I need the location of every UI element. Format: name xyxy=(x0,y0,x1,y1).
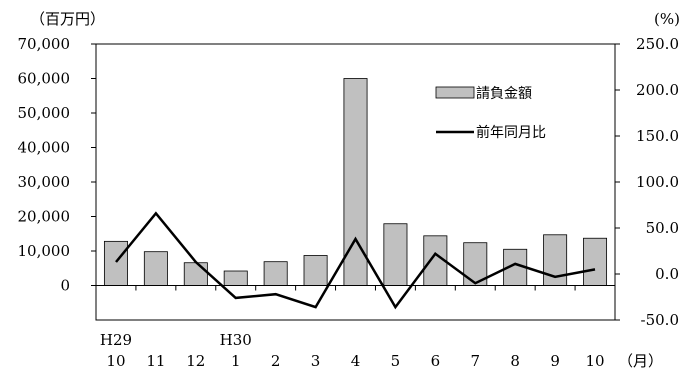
x-tick-label: 2 xyxy=(271,352,281,370)
bar-4 xyxy=(223,270,248,286)
left-tick-label: 20,000 xyxy=(18,208,71,226)
bar-3 xyxy=(183,262,208,286)
right-tick-label: 150.0 xyxy=(636,127,679,145)
bar-13 xyxy=(583,237,608,286)
yoy-line xyxy=(115,211,596,310)
legend-label-line: 前年同月比 xyxy=(476,124,546,141)
x-tick-label: 10 xyxy=(106,352,125,370)
left-tick-label: 70,000 xyxy=(18,35,71,53)
x-tick-label: 9 xyxy=(550,352,560,370)
right-tick-label: 250.0 xyxy=(636,35,679,53)
bar-6 xyxy=(303,255,328,286)
left-tick-label: 60,000 xyxy=(18,70,71,88)
bar-5 xyxy=(263,261,288,286)
year-label: H30 xyxy=(220,331,252,349)
bar-2 xyxy=(143,251,168,286)
legend-swatch-bar xyxy=(435,86,475,99)
right-axis-unit: (%) xyxy=(654,10,680,28)
left-tick-label: 40,000 xyxy=(18,139,71,157)
right-tick-label: 200.0 xyxy=(636,81,679,99)
bar-1 xyxy=(103,240,128,286)
bar-8 xyxy=(383,223,408,286)
x-tick-label: 4 xyxy=(351,352,361,370)
x-tick-label: 8 xyxy=(510,352,520,370)
legend: 請負金額 前年同月比 xyxy=(435,86,546,141)
year-label: H29 xyxy=(100,331,132,349)
x-tick-label: 6 xyxy=(431,352,441,370)
x-axis-unit: （月） xyxy=(618,352,663,370)
x-tick-label: 5 xyxy=(391,352,401,370)
right-tick-label: 50.0 xyxy=(646,219,679,237)
left-tick-label: 30,000 xyxy=(18,173,71,191)
left-tick-label: 50,000 xyxy=(18,104,71,122)
x-tick-label: 10 xyxy=(585,352,604,370)
left-tick-label: 0 xyxy=(60,277,70,295)
legend-label-bar: 請負金額 xyxy=(476,86,532,102)
x-tick-label: 12 xyxy=(186,352,205,370)
left-tick-label: 10,000 xyxy=(18,242,71,260)
right-tick-label: -50.0 xyxy=(641,311,679,329)
x-tick-label: 11 xyxy=(146,352,165,370)
x-tick-label: 7 xyxy=(470,352,480,370)
x-tick-label: 3 xyxy=(311,352,321,370)
right-tick-label: 0.0 xyxy=(655,265,679,283)
x-tick-label: 1 xyxy=(231,352,241,370)
left-axis-unit: （百万円） xyxy=(30,10,105,28)
right-tick-label: 100.0 xyxy=(636,173,679,191)
